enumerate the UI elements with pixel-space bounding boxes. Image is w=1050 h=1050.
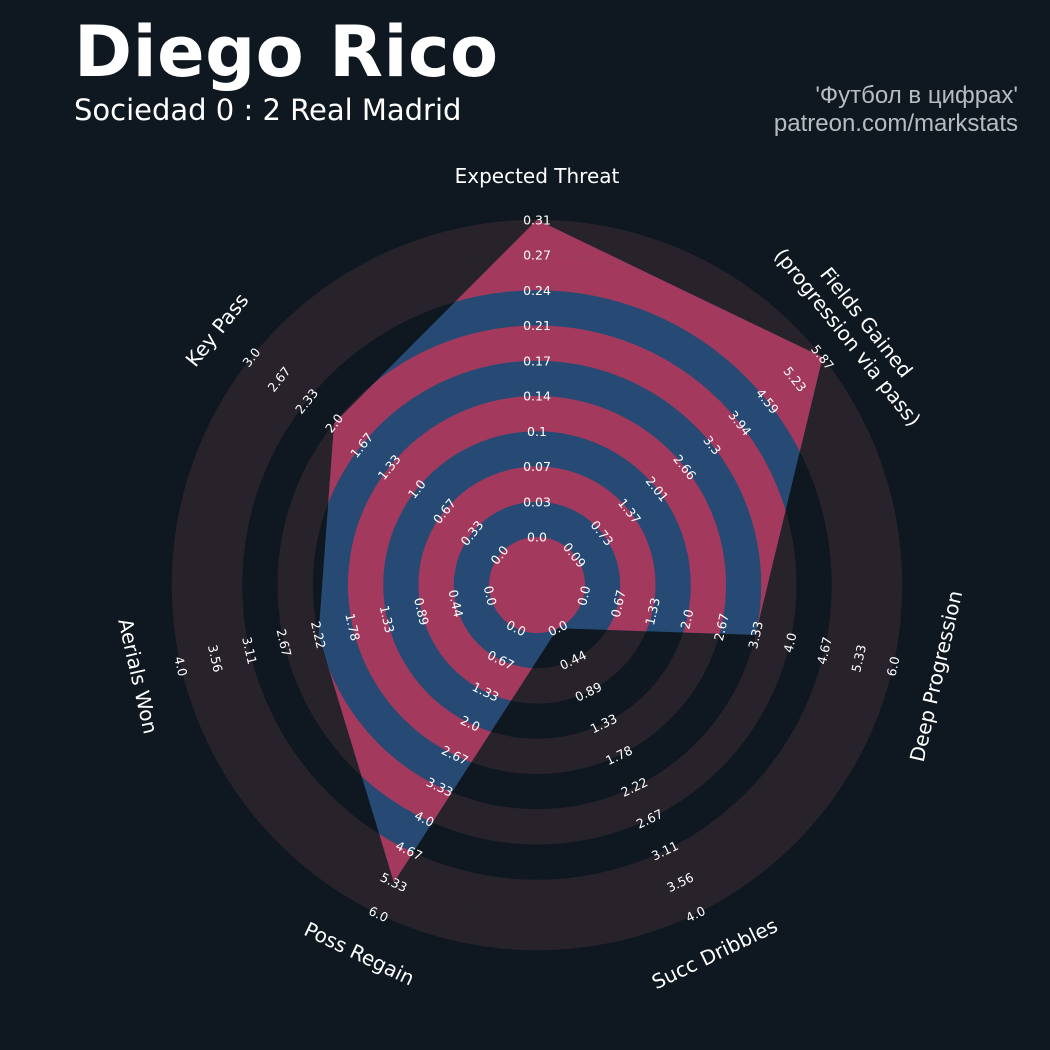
radar-tick-label: 4.67 — [814, 635, 835, 665]
radar-tick-label: 0.03 — [523, 494, 551, 509]
radar-tick-label: 5.33 — [848, 643, 869, 673]
credit-line-1: 'Футбол в цифрах' — [815, 82, 1018, 109]
radar-tick-label: 0.14 — [523, 389, 551, 404]
radar-tick-label: 0.17 — [523, 353, 551, 368]
radar-tick-label: 1.78 — [342, 612, 363, 643]
radar-value-center-disc — [489, 537, 585, 633]
radar-tick-label: 1.33 — [642, 596, 663, 626]
radar-tick-label: 4.0 — [171, 655, 190, 678]
radar-tick-label: 0.0 — [481, 584, 500, 607]
radar-tick-label: 0.89 — [411, 596, 432, 627]
radar-tick-label: 3.11 — [239, 635, 260, 665]
radar-tick-label: 0.0 — [574, 584, 593, 607]
radar-axis-label: Poss Regain — [300, 917, 418, 990]
radar-axis-label-line: Aerials Won — [113, 616, 163, 736]
radar-axis-label: Expected Threat — [455, 164, 620, 188]
radar-tick-label: 2.67 — [711, 612, 732, 642]
radar-axis-label: Aerials Won — [113, 616, 163, 736]
radar-tick-label: 0.67 — [608, 588, 629, 618]
radar-tick-label: 4.0 — [780, 631, 799, 654]
radar-tick-label: 0.44 — [445, 588, 466, 619]
radar-tick-label: 3.56 — [205, 643, 226, 674]
radar-tick-label: 0.24 — [523, 283, 551, 298]
radar-axis-label-line: Deep Progression — [905, 588, 967, 764]
radar-tick-label: 0.21 — [523, 318, 551, 333]
radar-tick-label: 1.33 — [377, 604, 398, 634]
radar-tick-label: 6.0 — [884, 655, 903, 678]
radar-axis-label-line: Expected Threat — [455, 164, 620, 188]
radar-axis-label: Deep Progression — [905, 588, 967, 764]
radar-axis-label-line: Poss Regain — [300, 917, 418, 990]
radar-tick-label: 3.33 — [745, 620, 766, 650]
radar-tick-label: 2.22 — [308, 620, 329, 650]
match-subtitle: Sociedad 0 : 2 Real Madrid — [74, 93, 462, 127]
player-name-title: Diego Rico — [74, 11, 499, 93]
radar-tick-label: 0.07 — [523, 459, 551, 474]
radar-tick-label: 0.0 — [527, 530, 547, 545]
radar-tick-label: 2.0 — [677, 608, 696, 631]
radar-tick-label: 2.67 — [274, 627, 295, 657]
credit-line-2: patreon.com/markstats — [773, 110, 1018, 137]
radar-tick-label: 0.27 — [523, 248, 551, 263]
radar-tick-label: 0.1 — [527, 424, 547, 439]
radar-tick-label: 0.31 — [523, 212, 551, 227]
